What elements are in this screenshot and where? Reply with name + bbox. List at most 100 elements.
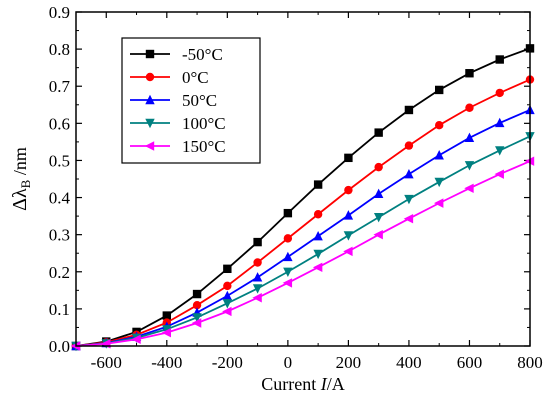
legend-label: 100°C (182, 114, 226, 133)
y-axis-title-delta: Δλ (9, 188, 31, 211)
data-point (434, 150, 444, 160)
data-point (283, 234, 293, 243)
data-point (313, 210, 323, 219)
data-point (313, 249, 323, 260)
data-point (374, 128, 383, 137)
data-point (374, 162, 383, 172)
data-point (404, 194, 414, 205)
x-axis-title: Current I/A (261, 374, 344, 394)
data-point (192, 300, 202, 310)
data-point (495, 88, 504, 98)
data-point (435, 85, 444, 95)
data-point (313, 230, 323, 241)
data-point (373, 188, 384, 199)
data-point (494, 169, 504, 179)
data-point (434, 177, 444, 188)
data-point (222, 306, 232, 317)
data-point (464, 183, 474, 193)
data-point (313, 180, 323, 189)
data-point (191, 318, 202, 328)
y-tick-label: 0.8 (49, 40, 70, 59)
data-point (373, 229, 383, 240)
x-tick-label: -200 (212, 353, 243, 372)
legend-swatch-marker (145, 118, 155, 129)
series-line (75, 47, 531, 347)
x-tick-label: -400 (151, 353, 182, 372)
y-tick-label: 0.5 (49, 151, 70, 170)
data-point (161, 327, 171, 338)
y-axis-title: ΔλB /nm (9, 147, 33, 211)
data-point (253, 237, 262, 247)
data-point (343, 246, 353, 257)
data-point (404, 141, 414, 150)
series-layer (70, 44, 535, 352)
data-point (373, 213, 384, 223)
series-line (75, 135, 531, 347)
legend-label: 0°C (182, 68, 209, 87)
legend-label: -50°C (182, 45, 223, 64)
data-point (222, 299, 233, 309)
legend-swatch-marker (145, 72, 155, 82)
data-point (282, 278, 293, 288)
data-point (162, 311, 171, 320)
legend-label: 150°C (182, 137, 226, 156)
data-point (344, 153, 353, 163)
series-150°C (70, 156, 535, 351)
data-point (192, 289, 202, 299)
x-tick-label: 600 (457, 353, 483, 372)
data-point (435, 120, 444, 130)
data-point (223, 264, 232, 274)
data-point (434, 198, 444, 208)
y-tick-label: 0.7 (49, 77, 71, 96)
data-point (283, 267, 293, 277)
x-axis-title-pre: Current (261, 374, 320, 394)
series-0°C (71, 75, 535, 351)
data-point (283, 251, 293, 262)
series-line (75, 78, 531, 347)
x-tick-label: 400 (396, 353, 422, 372)
data-point (404, 105, 414, 115)
series-100°C (71, 132, 535, 352)
data-point (495, 146, 505, 156)
data-point (252, 293, 262, 303)
data-point (131, 334, 141, 345)
y-tick-label: 0.3 (49, 226, 70, 245)
x-tick-label: 800 (517, 353, 543, 372)
data-point (192, 313, 202, 323)
ticks-layer: -600 -400 -200 0 200 400 600 800 0.0 0.1 0.2 0.3 0.4… (49, 3, 543, 372)
series-line (75, 109, 531, 347)
data-point (495, 55, 504, 64)
data-point (252, 272, 263, 282)
data-point (223, 281, 232, 291)
data-point (465, 103, 474, 112)
y-tick-label: 0.4 (49, 189, 71, 208)
data-point (343, 231, 354, 241)
y-axis-title-post: /nm (10, 147, 30, 180)
data-point (162, 325, 172, 335)
data-point (404, 168, 414, 179)
data-point (283, 208, 293, 218)
data-point (253, 258, 262, 267)
series-line (75, 160, 531, 347)
legend-swatch-marker (145, 49, 155, 59)
y-tick-label: 0.0 (49, 337, 70, 356)
x-axis-title-italic: I (320, 374, 328, 394)
y-tick-label: 0.2 (49, 263, 70, 282)
legend: -50°C 0°C 50°C 100°C 150°C (121, 37, 261, 164)
x-tick-label: -600 (91, 353, 122, 372)
data-point (343, 210, 354, 220)
data-point (252, 284, 263, 294)
y-tick-label: 0.6 (49, 114, 70, 133)
data-point (465, 69, 474, 78)
y-tick-label: 0.1 (49, 300, 70, 319)
data-point (403, 214, 414, 224)
legend-swatch-marker (145, 94, 155, 105)
y-tick-label: 0.9 (49, 3, 70, 22)
data-point (495, 117, 505, 128)
data-point (464, 161, 475, 171)
legend-swatch-marker (144, 141, 155, 151)
plot-frame (75, 11, 531, 347)
y-axis-title-sub: B (18, 179, 33, 188)
